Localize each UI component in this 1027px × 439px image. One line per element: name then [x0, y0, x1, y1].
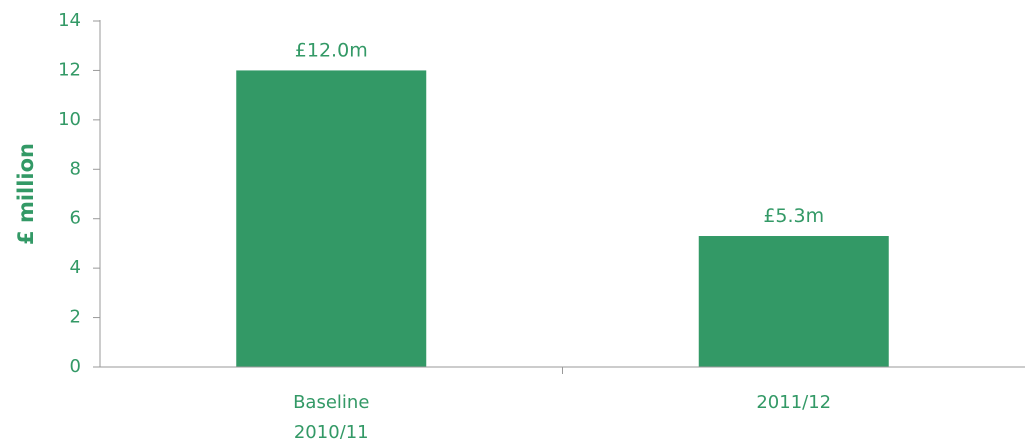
bars [236, 70, 889, 367]
y-tick-label: 10 [58, 109, 81, 130]
x-tick-label: Baseline 2010/11 [293, 392, 369, 439]
y-tick-label: 6 [70, 208, 81, 229]
y-tick-label: 14 [58, 10, 81, 31]
y-axis-title: £ million [14, 143, 38, 245]
axes [99, 20, 1025, 368]
y-tick-label: 2 [70, 307, 81, 328]
y-tick-label: 0 [70, 356, 81, 377]
y-tick-label: 8 [70, 158, 81, 179]
y-axis-ticks: 0 2 4 6 8 10 12 14 [58, 10, 100, 377]
y-tick-label: 4 [70, 257, 81, 278]
bar [698, 236, 889, 367]
x-tick-label: 2011/12 [756, 392, 831, 413]
data-labels: £12.0m £5.3m [295, 39, 824, 227]
data-label: £5.3m [763, 205, 824, 227]
bar [236, 70, 427, 367]
x-axis-ticks: Baseline 2010/11 2011/12 [293, 367, 831, 439]
y-tick-label: 12 [58, 59, 81, 80]
data-label: £12.0m [295, 39, 368, 61]
y-axis-title-group: £ million [14, 143, 38, 245]
